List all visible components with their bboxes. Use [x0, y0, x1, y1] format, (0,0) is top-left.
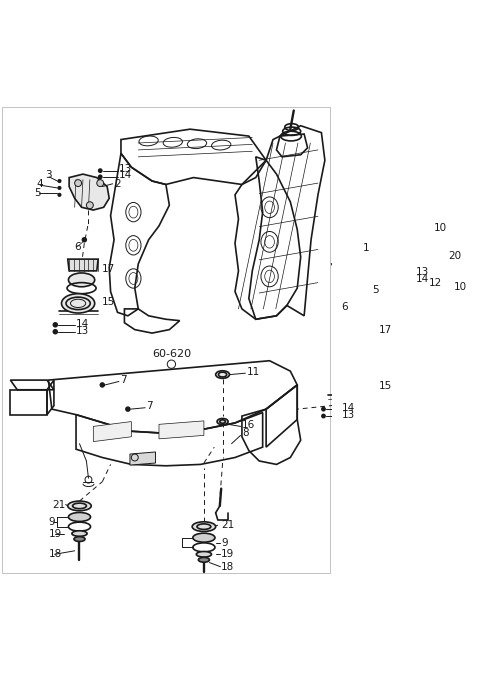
Text: 12: 12: [429, 278, 442, 288]
Text: 19: 19: [48, 528, 61, 539]
Circle shape: [321, 413, 326, 418]
Circle shape: [52, 329, 58, 335]
Text: 9: 9: [221, 537, 228, 547]
Ellipse shape: [192, 522, 216, 532]
Polygon shape: [93, 422, 132, 441]
Ellipse shape: [61, 294, 95, 313]
Polygon shape: [399, 233, 446, 284]
Text: 11: 11: [247, 367, 260, 377]
Text: 4: 4: [36, 179, 43, 189]
Text: 15: 15: [379, 381, 392, 391]
Circle shape: [438, 286, 443, 290]
Polygon shape: [332, 254, 379, 290]
Circle shape: [58, 192, 61, 197]
Circle shape: [321, 407, 326, 411]
Text: 17: 17: [102, 265, 116, 275]
Text: 14: 14: [119, 171, 132, 180]
Text: 19: 19: [221, 549, 234, 559]
Text: 18: 18: [48, 549, 61, 559]
Text: 21: 21: [221, 520, 234, 530]
Text: 15: 15: [102, 297, 116, 307]
Circle shape: [52, 322, 58, 328]
Ellipse shape: [69, 273, 95, 287]
Circle shape: [407, 282, 412, 287]
Circle shape: [395, 271, 400, 275]
Circle shape: [58, 186, 61, 190]
Text: 21: 21: [52, 500, 65, 509]
Text: 2: 2: [114, 179, 120, 189]
Text: 8: 8: [242, 428, 249, 439]
Ellipse shape: [72, 531, 87, 537]
Text: 13: 13: [416, 267, 430, 277]
Text: 5: 5: [35, 188, 41, 199]
Polygon shape: [69, 174, 109, 210]
Circle shape: [395, 278, 400, 283]
Ellipse shape: [193, 533, 215, 542]
Polygon shape: [130, 452, 156, 465]
Text: 6: 6: [341, 302, 348, 312]
Ellipse shape: [217, 418, 228, 425]
Polygon shape: [334, 323, 373, 337]
Circle shape: [99, 382, 105, 388]
Circle shape: [97, 180, 104, 186]
Text: 7: 7: [146, 401, 153, 411]
Text: 3: 3: [46, 171, 52, 180]
Ellipse shape: [338, 338, 367, 353]
Text: 20: 20: [448, 251, 461, 260]
Ellipse shape: [216, 371, 229, 378]
Text: 17: 17: [379, 324, 392, 335]
Ellipse shape: [69, 513, 91, 522]
Ellipse shape: [196, 551, 212, 557]
Text: 14: 14: [416, 274, 430, 284]
Circle shape: [98, 175, 103, 180]
Text: 13: 13: [76, 326, 89, 336]
Ellipse shape: [68, 501, 91, 511]
Text: 60-620: 60-620: [152, 349, 191, 359]
Polygon shape: [68, 259, 98, 271]
Circle shape: [351, 299, 357, 305]
Text: 14: 14: [342, 403, 355, 413]
Circle shape: [125, 407, 131, 412]
Text: 1: 1: [363, 243, 370, 253]
Text: 5: 5: [372, 285, 379, 295]
Circle shape: [418, 227, 423, 232]
Text: 13: 13: [342, 409, 355, 420]
Circle shape: [58, 179, 61, 183]
Circle shape: [86, 202, 93, 209]
Ellipse shape: [198, 558, 209, 562]
Text: 14: 14: [76, 319, 89, 329]
Text: 16: 16: [242, 420, 255, 430]
Text: 7: 7: [120, 375, 127, 385]
Text: 9: 9: [48, 517, 55, 527]
Circle shape: [75, 180, 82, 186]
Text: 18: 18: [221, 562, 234, 572]
Text: 10: 10: [433, 223, 446, 233]
Polygon shape: [159, 421, 204, 439]
Ellipse shape: [333, 377, 369, 397]
Text: 6: 6: [75, 241, 81, 252]
Circle shape: [82, 237, 87, 243]
Circle shape: [363, 288, 369, 293]
Text: 13: 13: [119, 165, 132, 174]
Circle shape: [98, 168, 103, 173]
Ellipse shape: [74, 537, 85, 541]
Text: 10: 10: [454, 282, 467, 292]
